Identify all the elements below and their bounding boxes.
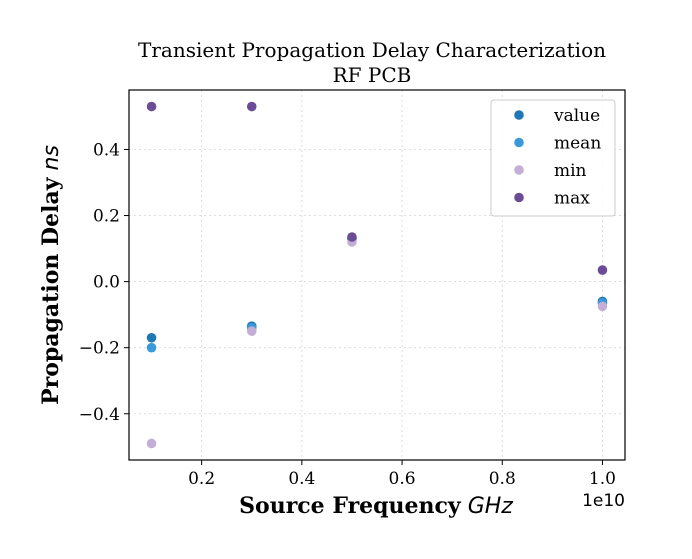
- chart-title: Transient Propagation Delay Characteriza…: [138, 38, 606, 62]
- x-tick-label: 0.8: [489, 469, 516, 489]
- point-min: [597, 301, 608, 312]
- y-tick-label: −0.2: [79, 339, 120, 359]
- y-axis-label-text: Propagation Delay: [38, 176, 64, 405]
- legend-marker-mean: [514, 137, 524, 148]
- plot-frame: [128, 89, 626, 461]
- legend-label-value: value: [553, 106, 600, 126]
- y-tick-label: 0.4: [93, 140, 120, 160]
- data-points: [146, 101, 608, 449]
- point-max: [597, 265, 608, 275]
- x-tick-label: 1.0: [589, 469, 616, 489]
- legend-label-mean: mean: [554, 134, 601, 154]
- x-tick-label: 0.6: [389, 469, 416, 489]
- x-axis-label-text: Source Frequency: [239, 493, 462, 519]
- point-min: [246, 326, 257, 336]
- y-axis-unit: ns: [39, 145, 64, 170]
- x-axis-unit: GHz: [468, 494, 514, 519]
- y-tick-label: −0.4: [79, 405, 120, 425]
- legend-marker-min: [514, 165, 524, 175]
- legend-label-max: max: [554, 189, 590, 209]
- x-tick-label: 0.4: [288, 469, 315, 489]
- chart-subtitle: RF PCB: [333, 63, 412, 87]
- y-axis-ticks: −0.4 −0.2 0.0 0.2 0.4: [79, 140, 129, 425]
- y-axis-label: Propagation Delay ns: [38, 145, 64, 405]
- point-max: [347, 232, 357, 242]
- legend-marker-max: [514, 192, 524, 203]
- legend-marker-value: [514, 110, 524, 120]
- x-offset-label: 1e10: [582, 491, 625, 511]
- x-tick-label: 0.2: [188, 469, 215, 489]
- x-axis-ticks: 0.2 0.4 0.6 0.8 1.0: [188, 460, 616, 489]
- x-axis-label: Source Frequency GHz: [239, 493, 513, 519]
- legend: value mean min max: [490, 99, 616, 217]
- y-tick-label: 0.2: [93, 207, 120, 227]
- legend-box: [490, 99, 616, 217]
- point-min: [146, 438, 157, 449]
- y-tick-label: 0.0: [93, 273, 120, 293]
- point-max: [146, 101, 157, 112]
- point-value: [146, 332, 157, 343]
- legend-label-min: min: [554, 161, 587, 181]
- point-mean: [146, 342, 157, 353]
- point-max: [246, 101, 257, 112]
